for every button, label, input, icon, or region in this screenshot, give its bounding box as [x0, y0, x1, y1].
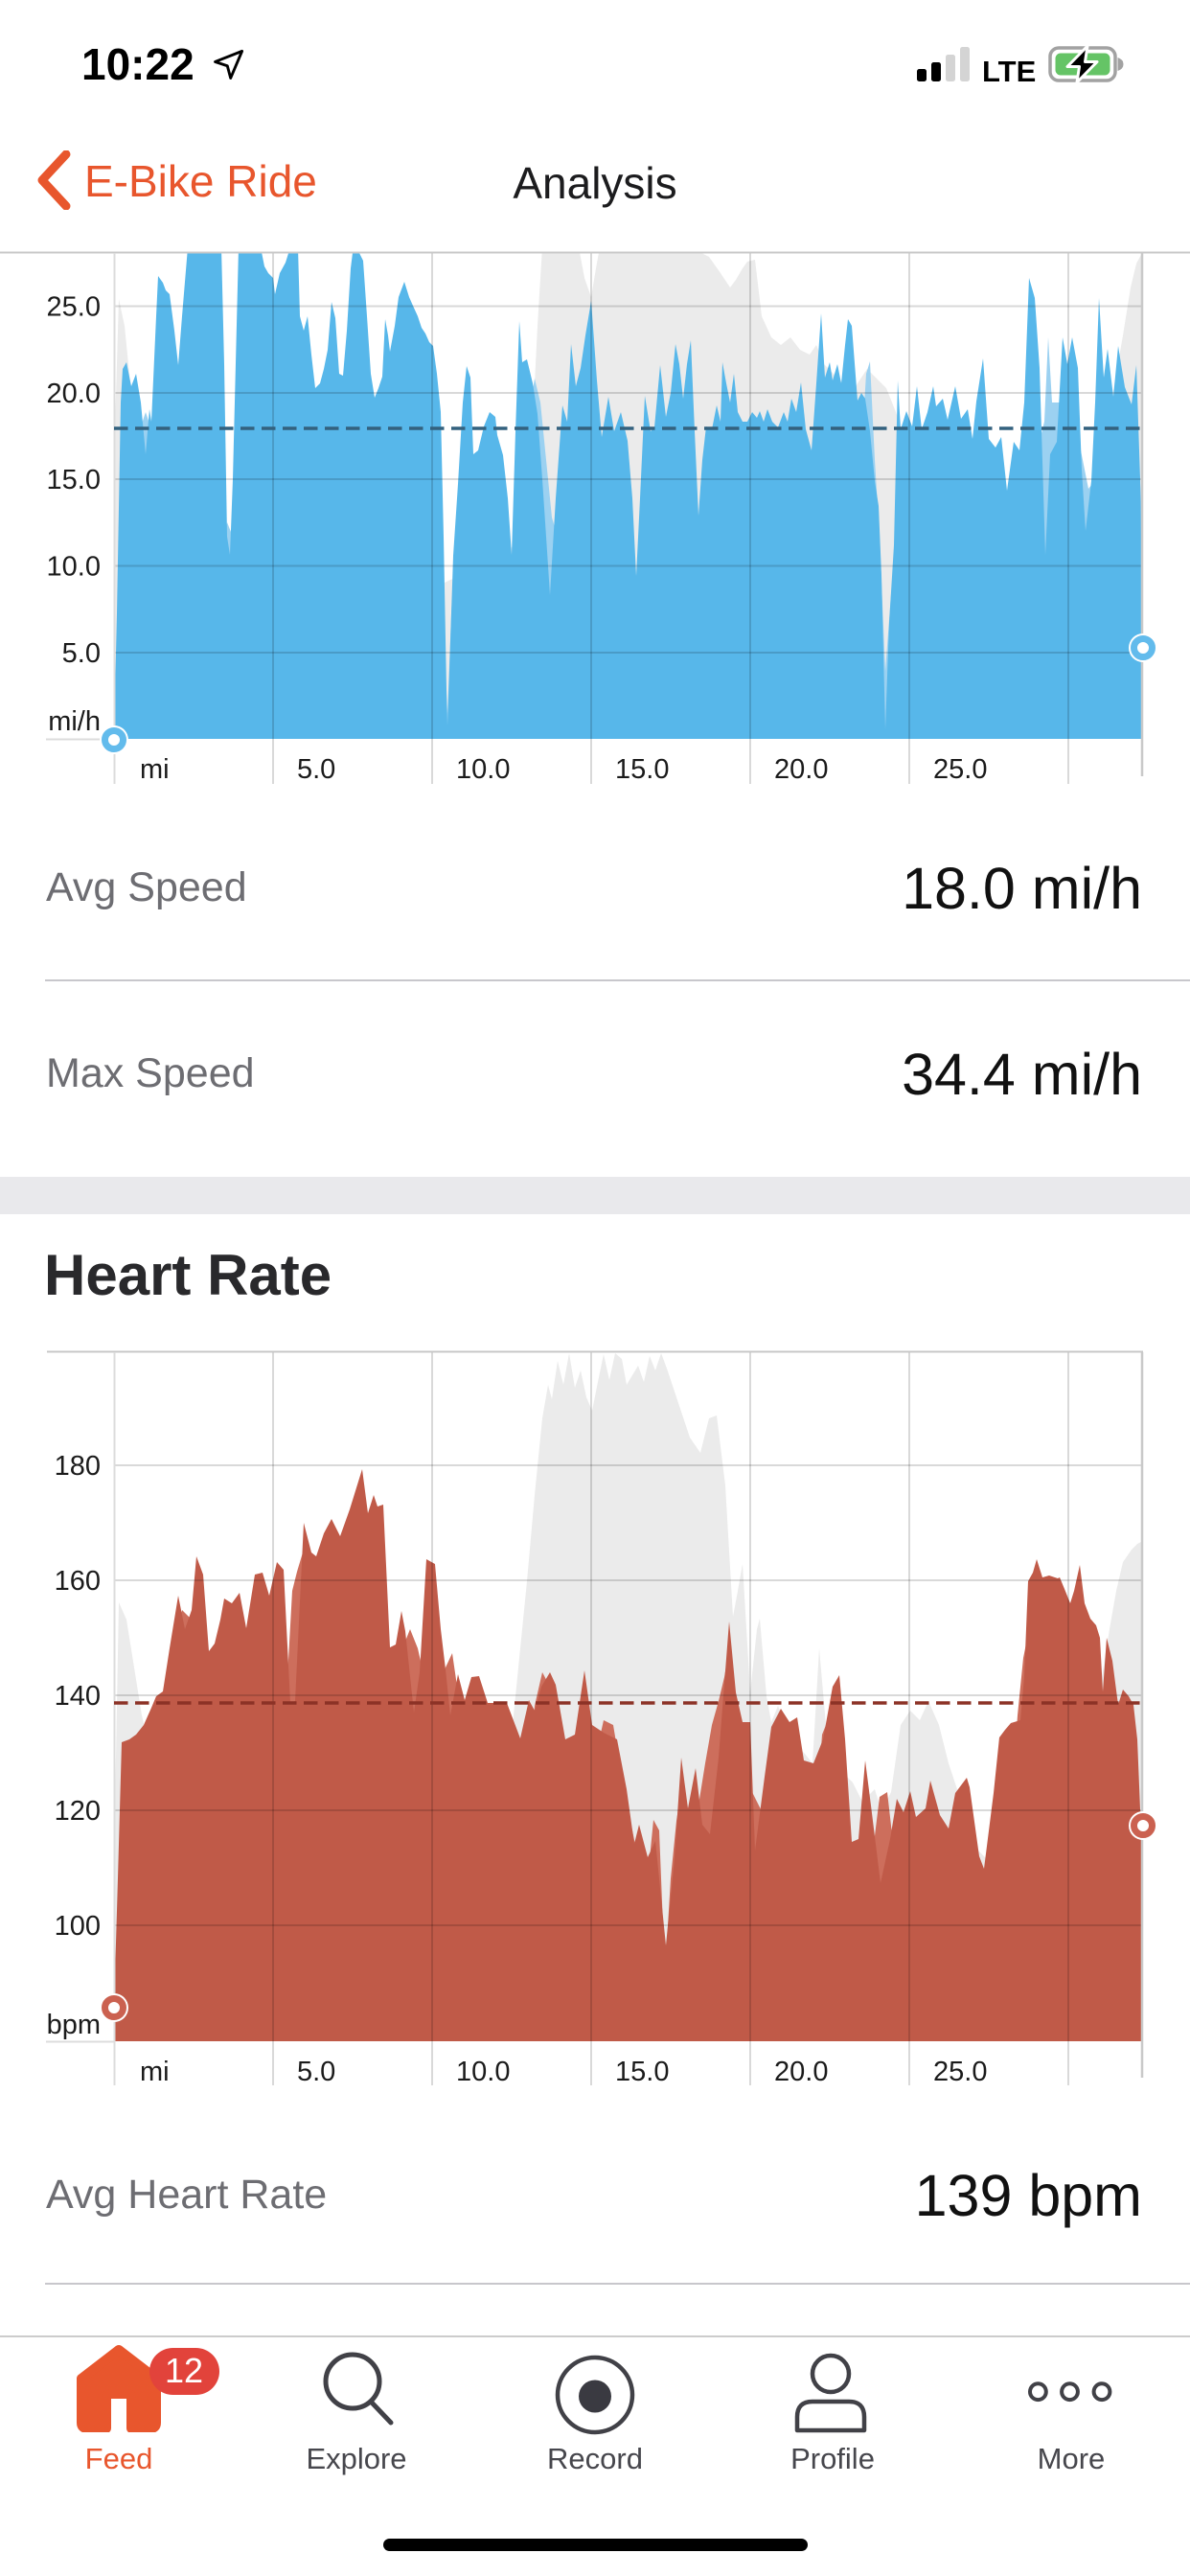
svg-text:15.0: 15.0: [615, 754, 669, 785]
svg-text:10.0: 10.0: [456, 754, 510, 785]
svg-text:10.0: 10.0: [47, 552, 101, 583]
svg-text:bpm: bpm: [47, 2010, 101, 2040]
svg-text:mi/h: mi/h: [48, 706, 101, 737]
svg-text:25.0: 25.0: [933, 754, 987, 785]
svg-text:180: 180: [55, 1451, 101, 1482]
svg-text:mi: mi: [140, 2057, 170, 2087]
svg-text:20.0: 20.0: [774, 754, 828, 785]
svg-text:100: 100: [55, 1911, 101, 1942]
svg-text:20.0: 20.0: [774, 2057, 828, 2087]
svg-text:15.0: 15.0: [47, 465, 101, 495]
svg-text:5.0: 5.0: [62, 638, 101, 669]
svg-text:25.0: 25.0: [933, 2057, 987, 2087]
svg-text:15.0: 15.0: [615, 2057, 669, 2087]
svg-text:5.0: 5.0: [297, 754, 335, 785]
svg-text:20.0: 20.0: [47, 379, 101, 409]
svg-text:12: 12: [165, 2351, 203, 2390]
svg-text:120: 120: [55, 1796, 101, 1827]
svg-text:25.0: 25.0: [47, 292, 101, 323]
svg-text:mi: mi: [140, 754, 170, 785]
svg-text:5.0: 5.0: [297, 2057, 335, 2087]
svg-text:10.0: 10.0: [456, 2057, 510, 2087]
svg-text:140: 140: [55, 1681, 101, 1712]
svg-text:160: 160: [55, 1566, 101, 1597]
svg-text:LTE: LTE: [982, 55, 1036, 86]
